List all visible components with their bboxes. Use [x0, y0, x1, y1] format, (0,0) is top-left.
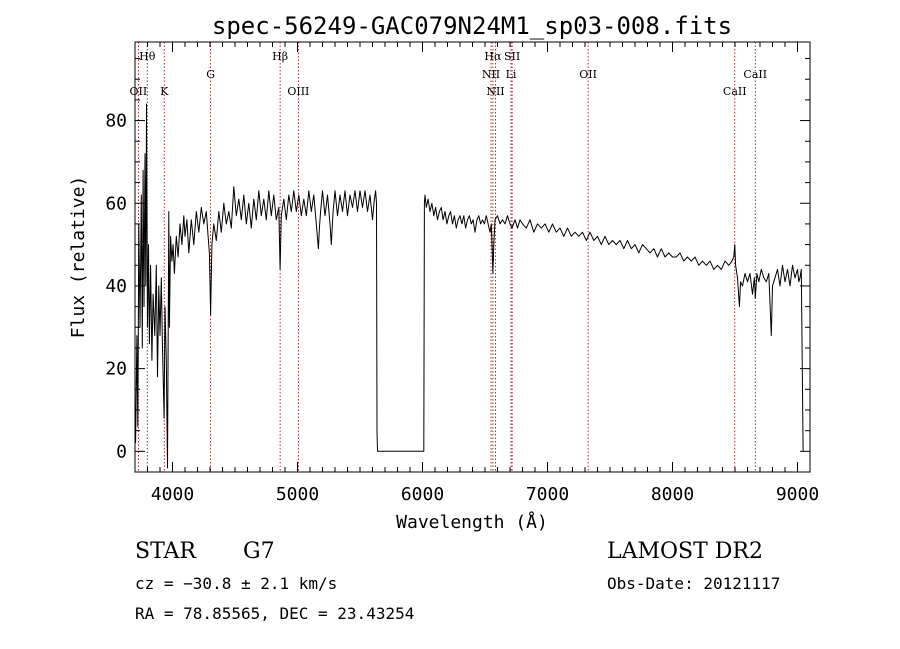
- line-marker-label: SII: [504, 50, 520, 63]
- line-marker-label: OIII: [287, 85, 309, 98]
- x-tick-label: 4000: [151, 484, 194, 505]
- class-label: STAR: [135, 539, 196, 564]
- line-marker-label: OII: [579, 68, 597, 81]
- line-marker-label: Li: [506, 68, 517, 81]
- y-tick-label: 0: [116, 441, 127, 462]
- x-tick-label: 8000: [651, 484, 694, 505]
- y-axis-label: Flux (relative): [68, 176, 89, 339]
- y-tick-label: 60: [105, 193, 127, 214]
- axis-tick-layer: 4000 5000 6000 7000 8000 9000 0 20 40 60 80: [105, 42, 819, 505]
- chart-title: spec-56249-GAC079N24M1_sp03-008.fits: [212, 12, 732, 40]
- line-marker-label: Hα: [484, 50, 502, 63]
- y-tick-label: 80: [105, 111, 127, 132]
- line-marker-layer: Hθ OII K G Hβ OIII Hα NII NII SII Li OII CaII CaII: [130, 42, 767, 472]
- line-marker-label: G: [206, 68, 215, 81]
- plot-frame: [134, 41, 811, 473]
- line-marker-label: OII: [130, 85, 148, 98]
- survey-label: LAMOST DR2: [607, 539, 763, 564]
- line-marker-label: NII: [486, 85, 504, 98]
- y-tick-label: 20: [105, 359, 127, 380]
- line-marker-label: CaII: [743, 68, 767, 81]
- line-marker-label: K: [160, 85, 169, 98]
- x-tick-label: 9000: [776, 484, 819, 505]
- redshift-velocity: cz = −30.8 ± 2.1 km/s: [135, 574, 338, 593]
- x-tick-label: 7000: [526, 484, 569, 505]
- x-tick-label: 6000: [401, 484, 444, 505]
- line-marker-label: NII: [482, 68, 500, 81]
- x-axis-label: Wavelength (Å): [396, 511, 548, 533]
- line-marker-label: CaII: [723, 85, 747, 98]
- spectrum-line: [135, 103, 804, 469]
- sky-coordinates: RA = 78.85565, DEC = 23.43254: [135, 604, 415, 623]
- line-marker-label: Hβ: [272, 50, 288, 63]
- spectrum-layer: [135, 103, 804, 469]
- line-marker-label: Hθ: [139, 50, 156, 63]
- x-tick-label: 5000: [276, 484, 319, 505]
- y-tick-label: 40: [105, 276, 127, 297]
- subclass-label: G7: [243, 539, 275, 564]
- observation-date: Obs-Date: 20121117: [607, 574, 781, 593]
